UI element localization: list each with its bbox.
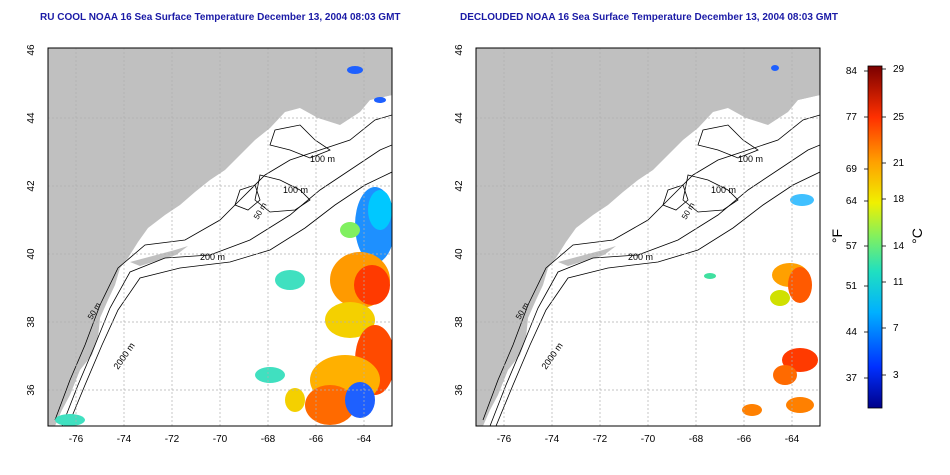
- right-y-tick: 40: [454, 248, 465, 260]
- temperature-colorbar: 84 77 69 64 57 51 44 37 29 25 21 18 14 1…: [829, 64, 925, 409]
- left-sst-patches: [55, 66, 392, 426]
- colorbar-c-tick: 7: [893, 323, 899, 334]
- colorbar-c-tick: 3: [893, 370, 899, 381]
- right-sst-patches: [704, 65, 818, 416]
- colorbar-f-tick: 44: [846, 327, 858, 338]
- colorbar-f-tick: 51: [846, 281, 858, 292]
- left-x-tick: -70: [213, 434, 228, 445]
- right-contour-label-200m: 200 m: [628, 252, 653, 262]
- left-y-tick: 36: [26, 384, 37, 396]
- left-land-nova-scotia: [300, 60, 392, 118]
- right-x-tick: -72: [593, 434, 608, 445]
- colorbar-celsius-label: °C: [909, 228, 925, 244]
- left-y-tick: 38: [26, 316, 37, 328]
- left-land-mass: [48, 48, 392, 426]
- colorbar-c-tick: 14: [893, 241, 905, 252]
- left-y-tick: 46: [26, 44, 37, 56]
- left-y-tick: 40: [26, 248, 37, 260]
- colorbar-f-tick: 77: [846, 112, 858, 123]
- colorbar-c-tick: 21: [893, 158, 905, 169]
- colorbar-f-tick: 69: [846, 164, 858, 175]
- left-y-tick: 44: [26, 112, 37, 124]
- right-y-tick: 44: [454, 112, 465, 124]
- left-contour-label-100m: 100 m: [283, 185, 308, 195]
- left-gridlines: [48, 48, 392, 426]
- colorbar-f-tick: 37: [846, 373, 858, 384]
- right-x-tick: -74: [545, 434, 560, 445]
- right-y-tick: 42: [454, 180, 465, 192]
- left-x-tick: -64: [357, 434, 372, 445]
- right-contour-label-100m: 100 m: [711, 185, 736, 195]
- left-contour-label-100m-upper: 100 m: [310, 154, 335, 164]
- right-x-tick: -64: [785, 434, 800, 445]
- left-land-long-island: [130, 246, 188, 266]
- right-land-long-island: [558, 246, 616, 266]
- left-x-tick: -76: [69, 434, 84, 445]
- right-land-mass: [476, 48, 820, 426]
- right-map-frame: [475, 47, 821, 427]
- right-map-title: DECLOUDED NOAA 16 Sea Surface Temperatur…: [460, 12, 838, 23]
- colorbar-c-tick: 11: [893, 277, 904, 288]
- colorbar-f-tick: 57: [846, 241, 858, 252]
- right-contour-label-100m-upper: 100 m: [738, 154, 763, 164]
- right-bathymetry-contours: [482, 114, 820, 426]
- right-gridlines: [476, 48, 820, 426]
- right-map-panel: 100 m 100 m 50 m 200 m 50 m 2000 m -76 -…: [454, 44, 821, 445]
- right-x-tick: -70: [641, 434, 656, 445]
- colorbar-c-tick: 29: [893, 64, 905, 75]
- left-x-tick: -68: [261, 434, 276, 445]
- right-x-tick: -68: [689, 434, 704, 445]
- right-y-tick: 38: [454, 316, 465, 328]
- colorbar-f-tick: 84: [846, 66, 858, 77]
- left-x-tick: -66: [309, 434, 324, 445]
- right-x-tick: -76: [497, 434, 512, 445]
- colorbar-fahrenheit-label: °F: [829, 229, 845, 243]
- left-map-panel: 100 m 100 m 50 m 200 m 50 m 2000 m -76 -…: [26, 44, 393, 445]
- colorbar-c-tick: 25: [893, 112, 905, 123]
- right-y-tick: 46: [454, 44, 465, 56]
- colorbar-c-tick: 18: [893, 194, 905, 205]
- left-contour-label-200m: 200 m: [200, 252, 225, 262]
- left-x-tick: -72: [165, 434, 180, 445]
- right-land-nova-scotia: [728, 60, 820, 118]
- colorbar-f-tick: 64: [846, 196, 858, 207]
- right-x-tick: -66: [737, 434, 752, 445]
- left-map-title: RU COOL NOAA 16 Sea Surface Temperature …: [40, 12, 401, 23]
- colorbar-gradient: [867, 65, 883, 409]
- left-y-tick: 42: [26, 180, 37, 192]
- left-x-tick: -74: [117, 434, 132, 445]
- left-map-frame: [47, 47, 393, 427]
- right-y-tick: 36: [454, 384, 465, 396]
